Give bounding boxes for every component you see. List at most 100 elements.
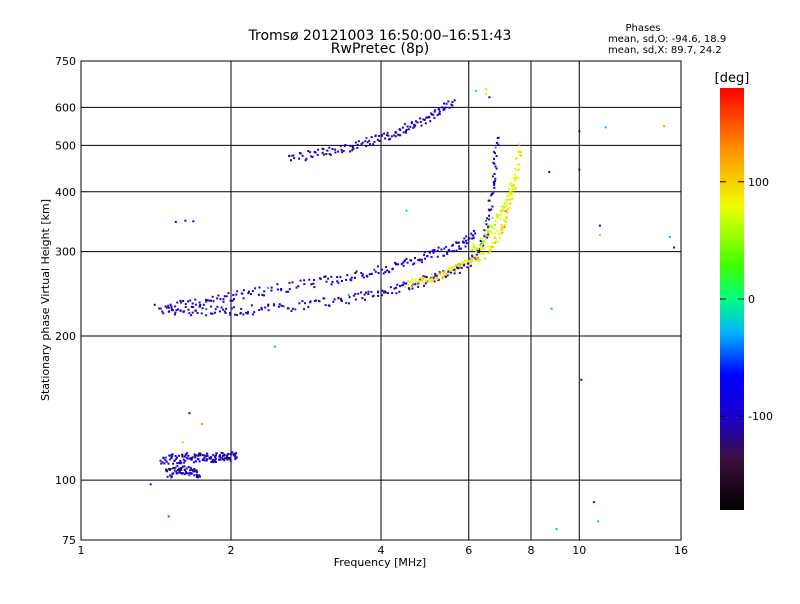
- echo-point: [495, 167, 498, 170]
- echo-point: [368, 139, 371, 142]
- echo-point: [337, 150, 340, 153]
- echo-point: [231, 299, 234, 302]
- echo-point: [167, 306, 170, 309]
- echo-point: [373, 268, 376, 271]
- echo-point: [361, 297, 364, 300]
- x-tick-label: 8: [528, 544, 535, 557]
- echo-point: [288, 155, 291, 157]
- echo-point: [213, 459, 216, 462]
- echo-point: [343, 145, 346, 148]
- echo-point: [407, 280, 410, 283]
- echo-point: [486, 217, 489, 220]
- echo-point: [205, 314, 208, 317]
- echo-point: [501, 205, 503, 208]
- echo-point: [508, 202, 511, 205]
- echo-point: [183, 455, 186, 458]
- echo-point: [184, 459, 187, 462]
- echo-point: [598, 224, 601, 227]
- echo-point: [301, 154, 304, 157]
- echo-point: [428, 278, 431, 281]
- echo-point: [494, 165, 497, 168]
- echo-point: [165, 456, 167, 459]
- echo-point: [187, 454, 190, 457]
- echo-point: [329, 153, 332, 156]
- echo-point: [314, 151, 317, 154]
- echo-point: [413, 125, 416, 128]
- echo-point: [395, 292, 398, 295]
- y-tick-label: 75: [62, 534, 76, 547]
- echo-point: [385, 265, 388, 268]
- echo-point: [304, 159, 307, 162]
- chart-subtitle: RwPretec (8p): [331, 41, 429, 57]
- echo-point: [479, 237, 482, 240]
- echo-point: [230, 299, 233, 302]
- echo-point: [215, 452, 218, 455]
- echo-point: [186, 457, 189, 460]
- echo-point: [189, 472, 192, 474]
- echo-point: [487, 226, 490, 229]
- echo-point: [159, 307, 162, 310]
- echo-point: [326, 149, 329, 152]
- echo-point: [342, 150, 345, 153]
- echo-point: [506, 211, 509, 214]
- colorbar-tick-label: 0: [748, 293, 755, 306]
- echo-point: [487, 231, 490, 233]
- echo-point: [482, 239, 485, 242]
- echo-point: [198, 305, 201, 308]
- echo-point: [165, 306, 168, 309]
- echo-point: [387, 292, 390, 295]
- echo-point: [550, 307, 553, 310]
- echo-point: [198, 301, 201, 304]
- echo-point: [479, 258, 482, 261]
- echo-point: [515, 157, 518, 160]
- echo-point: [663, 125, 666, 128]
- echo-point: [303, 308, 306, 311]
- echo-point: [219, 454, 222, 457]
- echo-point: [457, 267, 460, 270]
- echo-point: [206, 454, 209, 457]
- echo-point: [493, 186, 496, 189]
- echo-point: [290, 309, 293, 312]
- echo-point: [412, 126, 415, 129]
- echo-point: [501, 228, 504, 231]
- echo-point: [492, 227, 495, 230]
- echo-point: [205, 308, 208, 311]
- echo-point: [378, 135, 380, 137]
- echo-point: [194, 298, 197, 301]
- echo-point: [218, 310, 221, 313]
- echo-point: [334, 151, 337, 154]
- echo-point: [503, 226, 506, 228]
- echo-point: [167, 310, 170, 313]
- echo-point: [485, 88, 488, 91]
- echo-point: [182, 300, 185, 302]
- echo-point: [430, 113, 433, 116]
- echo-point: [479, 240, 482, 242]
- echo-point: [462, 261, 465, 264]
- echo-point: [294, 308, 297, 311]
- echo-point: [373, 140, 376, 143]
- echo-point: [297, 285, 300, 288]
- echo-point: [223, 310, 226, 313]
- echo-point: [458, 247, 461, 250]
- echo-point: [493, 162, 496, 165]
- echo-point: [295, 286, 298, 289]
- echo-point: [176, 472, 179, 475]
- echo-point: [478, 249, 481, 252]
- echo-point: [488, 96, 491, 99]
- echo-point: [379, 139, 381, 142]
- echo-point: [381, 294, 383, 297]
- echo-point: [158, 307, 161, 310]
- echo-point: [450, 267, 453, 270]
- echo-point: [478, 260, 481, 262]
- echo-point: [483, 229, 486, 232]
- colorbar-ticks: 100 0 -100: [720, 176, 773, 423]
- echo-point: [518, 143, 521, 146]
- echo-point: [313, 286, 316, 289]
- y-tick-labels: 75 100 200 300 400 500 600 750: [55, 55, 76, 547]
- echo-point: [555, 528, 558, 531]
- echo-point: [492, 161, 495, 164]
- echo-point: [354, 298, 357, 301]
- echo-point: [351, 146, 354, 149]
